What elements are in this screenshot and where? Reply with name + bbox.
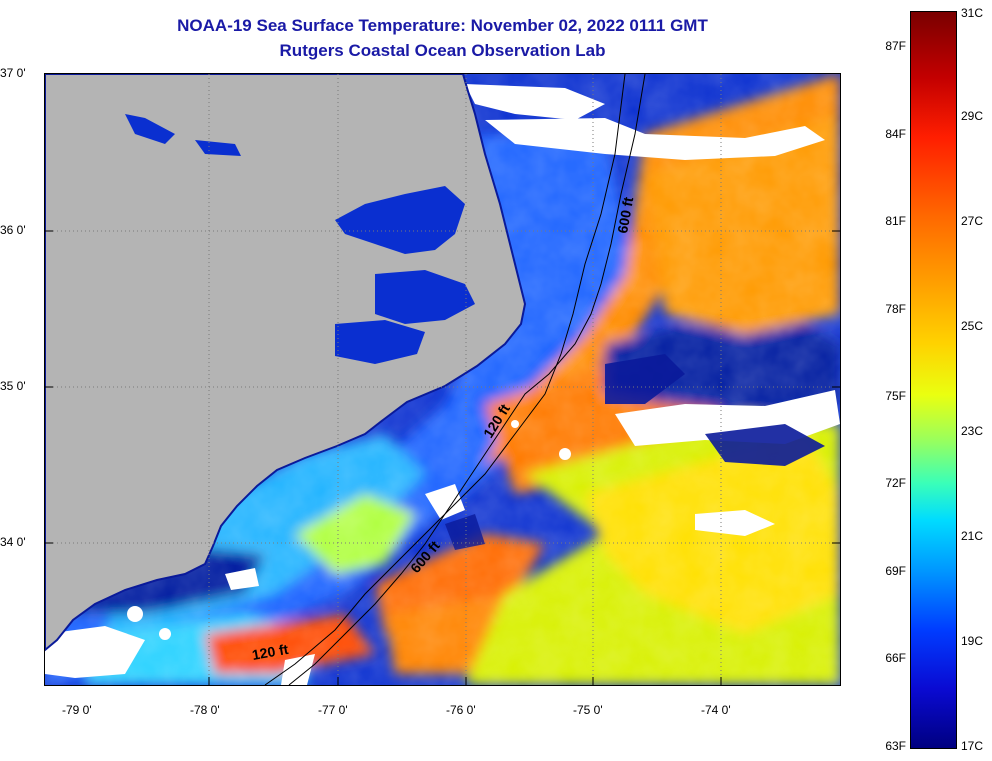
lat-label-35: 35 0'	[0, 379, 26, 393]
lat-label-37: 37 0'	[0, 66, 26, 80]
graticule	[45, 74, 840, 685]
map-title: NOAA-19 Sea Surface Temperature: Novembe…	[177, 16, 708, 35]
colorbar-c-27: 27C	[961, 214, 984, 228]
colorbar-f-75: 75F	[885, 389, 906, 403]
isobath-label-600ft-north: 600 ft	[614, 195, 636, 234]
colorbar-c-29: 29C	[961, 109, 984, 123]
colorbar-f-81: 81F	[885, 214, 906, 228]
colorbar-c-19: 19C	[961, 634, 984, 648]
sst-map: 600 ft 120 ft 600 ft 120 ft	[44, 73, 841, 686]
colorbar-c-17: 17C	[961, 739, 984, 753]
cloud-mask	[45, 84, 840, 685]
axis-ticks	[45, 230, 840, 685]
lat-label-36: 36 0'	[0, 223, 26, 237]
colorbar-f-84: 84F	[885, 127, 906, 141]
isobath-label-120ft-south: 120 ft	[251, 641, 290, 663]
isobaths	[264, 74, 646, 685]
colorbar-f-69: 69F	[885, 564, 906, 578]
colorbar-f-72: 72F	[885, 476, 906, 490]
lon-label-74: -74 0'	[701, 703, 731, 717]
lon-label-75: -75 0'	[573, 703, 603, 717]
lat-label-34: 34 0'	[0, 535, 26, 549]
map-subtitle: Rutgers Coastal Ocean Observation Lab	[279, 41, 606, 60]
colorbar-f-78: 78F	[885, 302, 906, 316]
lon-label-79: -79 0'	[62, 703, 92, 717]
lon-label-77: -77 0'	[318, 703, 348, 717]
colorbar-c-31: 31C	[961, 6, 984, 20]
inland-water	[125, 114, 475, 364]
sst-map-canvas: 600 ft 120 ft 600 ft 120 ft	[45, 74, 840, 685]
lon-label-78: -78 0'	[190, 703, 220, 717]
colorbar-c-25: 25C	[961, 319, 984, 333]
temperature-colorbar	[910, 11, 957, 749]
cloud-edge	[445, 354, 825, 550]
colorbar-c-21: 21C	[961, 529, 984, 543]
colorbar-f-66: 66F	[885, 651, 906, 665]
colorbar-f-87: 87F	[885, 39, 906, 53]
lon-label-76: -76 0'	[446, 703, 476, 717]
colorbar-c-23: 23C	[961, 424, 984, 438]
colorbar-f-63: 63F	[885, 739, 906, 753]
